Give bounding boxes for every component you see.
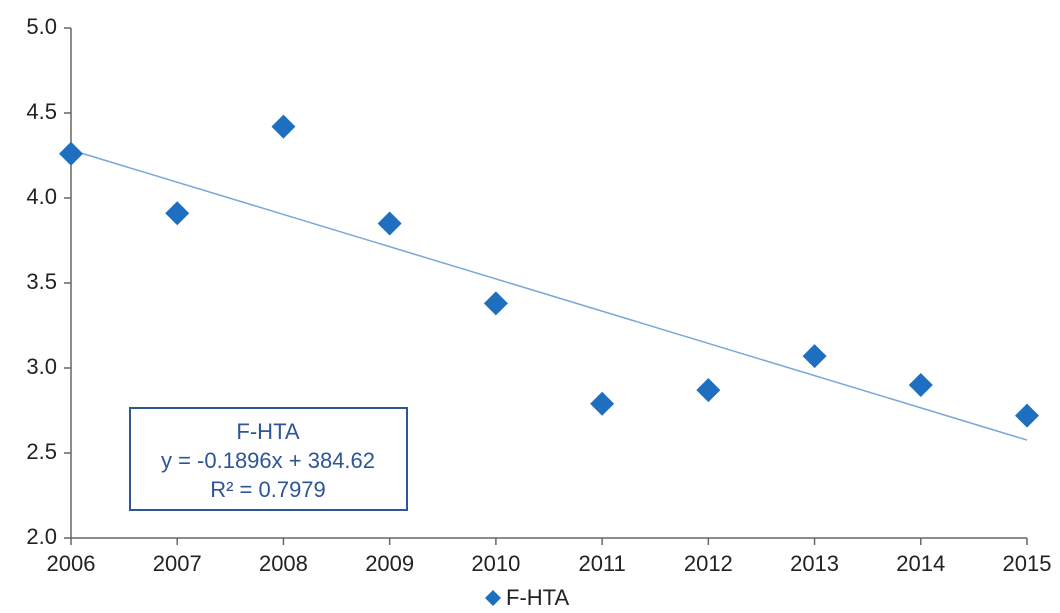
x-tick-label: 2009: [365, 551, 414, 576]
x-tick-label: 2007: [153, 551, 202, 576]
trend-equation: y = -0.1896x + 384.62: [161, 448, 375, 473]
y-tick-label: 4.0: [26, 184, 57, 209]
y-tick-label: 2.0: [26, 524, 57, 549]
point: [165, 201, 190, 226]
x-tick-label: 2013: [790, 551, 839, 576]
y-tick-label: 3.5: [26, 269, 57, 294]
point: [908, 373, 933, 397]
x-tick-label: 2014: [896, 551, 945, 576]
legend-label: F-HTA: [506, 585, 569, 608]
y-tick-label: 5.0: [26, 14, 57, 39]
y-tick-label: 4.5: [26, 99, 57, 124]
x-tick-label: 2011: [578, 551, 625, 576]
point: [590, 391, 615, 416]
trendline: [70, 149, 1028, 441]
x-tick-label: 2015: [1003, 551, 1052, 576]
x-tick-label: 2006: [47, 551, 96, 576]
x-tick-label: 2010: [471, 551, 520, 576]
plot: 2.0 2.5 3.0 3.5 4.0 4.5 5.0 2006 2007 2008 2009 201…: [26, 14, 1052, 610]
point: [377, 211, 402, 236]
point: [59, 141, 83, 166]
y-tick-label: 2.5: [26, 439, 57, 464]
trend-name: F-HTA: [236, 419, 299, 444]
trendline-label: F-HTA y = -0.1896x + 384.62 R² = 0.7979: [129, 407, 408, 511]
point: [802, 344, 827, 369]
point: [1015, 403, 1039, 428]
trend-r2: R² = 0.7979: [210, 477, 326, 502]
point: [271, 114, 296, 139]
x-tick-label: 2008: [259, 551, 308, 576]
point: [696, 378, 721, 403]
x-tick-label: 2012: [684, 551, 733, 576]
point: [483, 291, 508, 316]
legend-marker: [485, 590, 501, 606]
label-box: [129, 407, 408, 511]
y-tick-label: 3.0: [26, 354, 57, 379]
